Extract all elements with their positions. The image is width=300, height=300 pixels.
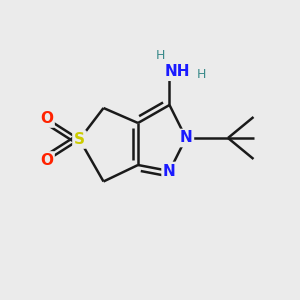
Text: H: H [156, 49, 165, 62]
Text: O: O [40, 111, 53, 126]
Text: N: N [163, 164, 176, 178]
Text: O: O [40, 153, 53, 168]
Text: H: H [196, 68, 206, 82]
Text: NH: NH [164, 64, 190, 80]
Text: S: S [74, 132, 85, 147]
Text: N: N [180, 130, 192, 146]
